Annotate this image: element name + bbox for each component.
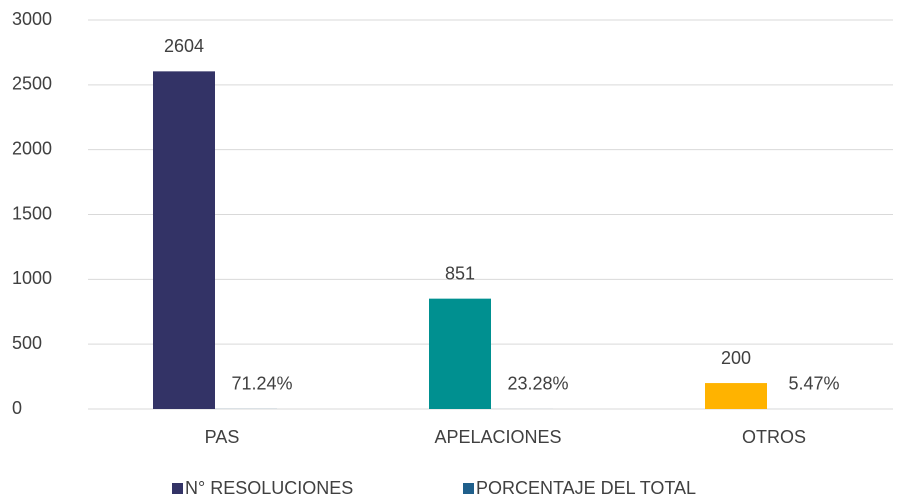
data-label: 2604 <box>164 36 204 56</box>
x-tick-label: OTROS <box>742 427 806 447</box>
legend-swatch <box>463 483 474 494</box>
legend-label: N° RESOLUCIONES <box>185 478 353 498</box>
data-label: 200 <box>721 348 751 368</box>
y-tick-label: 1000 <box>12 268 52 288</box>
x-tick-label: PAS <box>205 427 240 447</box>
y-tick-label: 3000 <box>12 9 52 29</box>
legend-label: PORCENTAJE DEL TOTAL <box>476 478 696 498</box>
data-label: 23.28% <box>507 374 568 394</box>
y-tick-label: 2000 <box>12 138 52 158</box>
legend-swatch <box>172 483 183 494</box>
y-tick-label: 1500 <box>12 203 52 223</box>
bar <box>153 71 215 410</box>
y-tick-label: 500 <box>12 333 42 353</box>
y-tick-label: 0 <box>12 398 22 418</box>
bar <box>705 383 767 409</box>
data-label: 5.47% <box>788 374 839 394</box>
bar <box>429 298 491 409</box>
y-tick-label: 2500 <box>12 74 52 94</box>
data-label: 71.24% <box>231 374 292 394</box>
data-label: 851 <box>445 263 475 283</box>
x-tick-label: APELACIONES <box>434 427 561 447</box>
